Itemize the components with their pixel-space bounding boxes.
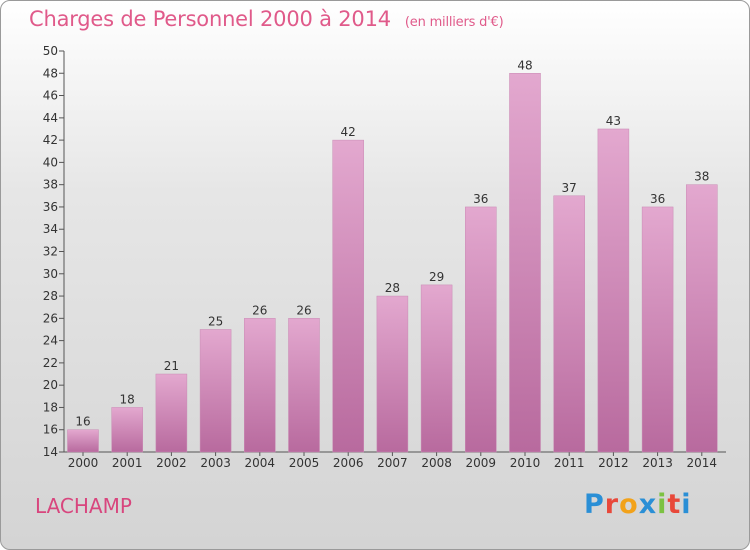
x-tick-label-2008: 2008 [421, 456, 452, 470]
data-label-2005: 26 [296, 303, 311, 317]
data-label-2006: 42 [341, 125, 356, 139]
data-label-2008: 29 [429, 270, 444, 284]
data-label-2007: 28 [385, 281, 400, 295]
y-tick-label: 40 [43, 155, 58, 169]
data-label-2010: 48 [517, 58, 532, 72]
x-tick-label-2006: 2006 [333, 456, 364, 470]
data-label-2001: 18 [120, 392, 135, 406]
data-label-2003: 25 [208, 314, 223, 328]
x-tick-label-2009: 2009 [466, 456, 497, 470]
data-label-2011: 37 [562, 181, 577, 195]
bar-2010 [509, 73, 541, 453]
y-tick-label: 48 [43, 66, 58, 80]
y-tick-label: 14 [43, 445, 58, 459]
bar-2007 [376, 295, 409, 453]
data-label-2014: 38 [694, 170, 709, 184]
x-tick-label-2004: 2004 [245, 456, 276, 470]
x-tick-label-2011: 2011 [554, 456, 585, 470]
bar-2008 [420, 284, 453, 453]
bar-2002 [155, 373, 188, 453]
bar-2003 [199, 329, 232, 453]
y-tick-label: 50 [43, 44, 58, 58]
x-tick-label-2013: 2013 [642, 456, 673, 470]
x-tick-label-2003: 2003 [200, 456, 231, 470]
y-tick-label: 38 [43, 178, 58, 192]
bar-2001 [111, 407, 143, 453]
chart-subtitle: (en milliers d'€) [404, 15, 504, 30]
y-tick-label: 42 [43, 133, 58, 147]
bar-2006 [332, 139, 364, 453]
x-tick-label-2002: 2002 [156, 456, 187, 470]
bar-2011 [553, 195, 585, 453]
bar-2000 [67, 429, 99, 453]
y-tick-label: 24 [43, 334, 58, 348]
data-label-2012: 43 [606, 114, 621, 128]
bar-2004 [244, 318, 276, 453]
axes: 14 16 18 20 22 24 26 28 30 32 34 36 38 40 42 44 46 48 50 20… [43, 44, 726, 470]
bar-2005 [288, 318, 320, 453]
place-name: LACHAMP [35, 494, 132, 518]
y-tick-label: 30 [43, 267, 58, 281]
bar-2013 [641, 206, 674, 453]
bar-2012 [597, 128, 630, 453]
data-label-2004: 26 [252, 303, 267, 317]
y-tick-label: 34 [43, 222, 58, 236]
y-tick-label: 16 [43, 423, 58, 437]
x-tick-label-2007: 2007 [377, 456, 408, 470]
y-tick-label: 22 [43, 356, 58, 370]
proxiti-logo[interactable]: Proxiti [584, 489, 692, 520]
data-label-2013: 36 [650, 192, 665, 206]
x-tick-label-2005: 2005 [289, 456, 320, 470]
x-tick-label-2010: 2010 [510, 456, 541, 470]
y-tick-label: 44 [43, 111, 58, 125]
y-tick-label: 46 [43, 89, 58, 103]
x-tick-label-2014: 2014 [687, 456, 718, 470]
x-tick-label-2001: 2001 [112, 456, 143, 470]
y-tick-label: 36 [43, 200, 58, 214]
x-tick-label-2012: 2012 [598, 456, 629, 470]
y-tick-label: 26 [43, 311, 58, 325]
y-tick-label: 18 [43, 400, 58, 414]
data-label-2002: 21 [164, 359, 179, 373]
chart-title-text: Charges de Personnel 2000 à 2014 [29, 7, 391, 31]
bar-2014 [686, 184, 718, 453]
data-label-2000: 16 [75, 415, 90, 429]
y-tick-label: 32 [43, 245, 58, 259]
x-tick-label-2000: 2000 [68, 456, 99, 470]
bars: 16 18 21 25 26 26 42 28 29 36 48 37 43 36 38 [67, 58, 718, 453]
data-label-2009: 36 [473, 192, 488, 206]
bar-2009 [465, 206, 497, 453]
y-tick-label: 28 [43, 289, 58, 303]
chart-title: Charges de Personnel 2000 à 2014 (en mill… [29, 7, 504, 31]
y-tick-label: 20 [43, 378, 58, 392]
